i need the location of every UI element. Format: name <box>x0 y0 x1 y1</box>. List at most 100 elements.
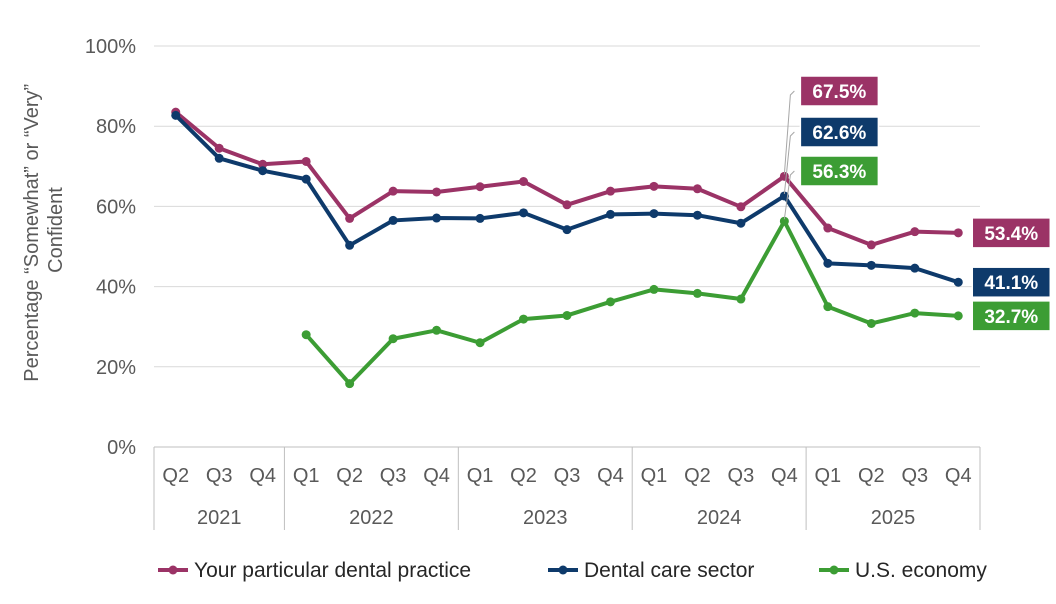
legend-swatch-marker <box>168 565 178 575</box>
data-point <box>345 240 355 250</box>
data-point <box>692 288 702 298</box>
legend-label: Dental care sector <box>584 559 754 582</box>
x-tick-label: Q3 <box>380 465 407 487</box>
data-point <box>432 187 442 197</box>
x-tick-label: Q1 <box>467 465 494 487</box>
y-tick-label: 0% <box>107 437 136 459</box>
data-point <box>866 318 876 328</box>
data-point <box>910 227 920 237</box>
series-line <box>304 219 961 386</box>
y-axis-title-line-1: Percentage “Somewhat” or “Very” <box>21 84 43 382</box>
data-point <box>214 153 224 163</box>
data-point <box>432 325 442 335</box>
data-point <box>301 330 311 340</box>
data-point <box>736 218 746 228</box>
data-point <box>866 240 876 250</box>
data-point <box>345 379 355 389</box>
data-point <box>301 156 311 166</box>
callout-label: 67.5% <box>812 82 866 103</box>
data-point <box>432 213 442 223</box>
data-point <box>649 181 659 191</box>
data-point <box>649 209 659 219</box>
data-point <box>953 277 963 287</box>
data-point <box>605 209 615 219</box>
x-tick-label: Q3 <box>728 465 755 487</box>
x-tick-label: Q2 <box>684 465 711 487</box>
x-tick-label: Q4 <box>423 465 450 487</box>
callout-box <box>799 155 880 187</box>
y-tick-label: 40% <box>96 277 136 299</box>
legend: Your particular dental practice Dental ca… <box>158 559 987 582</box>
series-lines <box>173 110 961 386</box>
data-point <box>605 186 615 196</box>
data-point <box>779 216 789 226</box>
callout-label: 41.1% <box>984 273 1038 294</box>
data-point <box>519 314 529 324</box>
x-tick-label: Q4 <box>771 465 798 487</box>
data-point <box>562 310 572 320</box>
callout-box <box>971 300 1052 332</box>
data-point <box>605 297 615 307</box>
y-tick-label: 100% <box>85 36 136 58</box>
data-point <box>823 302 833 312</box>
callout-leader <box>783 90 795 175</box>
x-tick-label: Q2 <box>858 465 885 487</box>
callout-box <box>971 217 1052 249</box>
data-point <box>736 202 746 212</box>
data-callouts: 67.5% 62.6% 56.3% 53.4% 41.1% 32.7% <box>783 75 1052 332</box>
data-point <box>214 143 224 153</box>
y-axis-ticks: 0% 20% 40% 60% 80% 100% <box>85 36 136 459</box>
y-axis-title-line-2: Confident <box>45 187 67 273</box>
x-axis: Q2 Q3 Q4 Q1 Q2 Q3 Q4 Q1 Q2 Q3 Q4 Q1 Q2 Q3 Q4 Q1 Q2 Q3 Q4 20… <box>153 447 981 530</box>
data-point <box>649 284 659 294</box>
gridlines <box>154 45 980 448</box>
data-point <box>519 208 529 218</box>
data-point <box>823 258 833 268</box>
legend-swatch-marker <box>829 565 839 575</box>
x-group-label: 2023 <box>523 507 568 529</box>
x-tick-label: Q4 <box>249 465 276 487</box>
callout-label: 62.6% <box>812 123 866 144</box>
data-point <box>562 225 572 235</box>
data-point <box>388 186 398 196</box>
callout-label: 32.7% <box>984 307 1038 328</box>
x-tick-label: Q2 <box>336 465 363 487</box>
callout-leader <box>783 170 795 220</box>
callout-label: 53.4% <box>984 224 1038 245</box>
x-tick-label: Q4 <box>945 465 972 487</box>
x-tick-label: Q3 <box>901 465 928 487</box>
data-point <box>823 223 833 233</box>
data-point <box>388 215 398 225</box>
callout-box <box>799 116 880 148</box>
data-point <box>910 263 920 273</box>
y-tick-label: 60% <box>96 196 136 218</box>
data-point <box>736 294 746 304</box>
callout-leader <box>783 131 795 195</box>
data-point <box>258 159 268 169</box>
data-point <box>692 184 702 194</box>
data-point <box>475 213 485 223</box>
callout-box <box>971 266 1052 298</box>
x-tick-label: Q3 <box>554 465 581 487</box>
legend-swatch-marker <box>558 565 568 575</box>
data-point <box>692 210 702 220</box>
data-point <box>475 182 485 192</box>
data-point <box>301 174 311 184</box>
data-point <box>779 191 789 201</box>
x-tick-label: Q1 <box>814 465 841 487</box>
data-point <box>953 311 963 321</box>
x-tick-label: Q3 <box>206 465 233 487</box>
y-axis-title: Percentage “Somewhat” or “Very” Confiden… <box>21 78 67 381</box>
x-tick-label: Q2 <box>162 465 189 487</box>
legend-label: U.S. economy <box>855 559 987 582</box>
x-group-label: 2022 <box>349 507 394 529</box>
data-point <box>388 334 398 344</box>
x-tick-label: Q4 <box>597 465 624 487</box>
data-point <box>345 213 355 223</box>
x-group-label: 2024 <box>697 507 742 529</box>
x-tick-label: Q2 <box>510 465 537 487</box>
callout-box <box>799 75 880 107</box>
x-group-label: 2021 <box>197 507 242 529</box>
x-tick-label: Q1 <box>293 465 320 487</box>
